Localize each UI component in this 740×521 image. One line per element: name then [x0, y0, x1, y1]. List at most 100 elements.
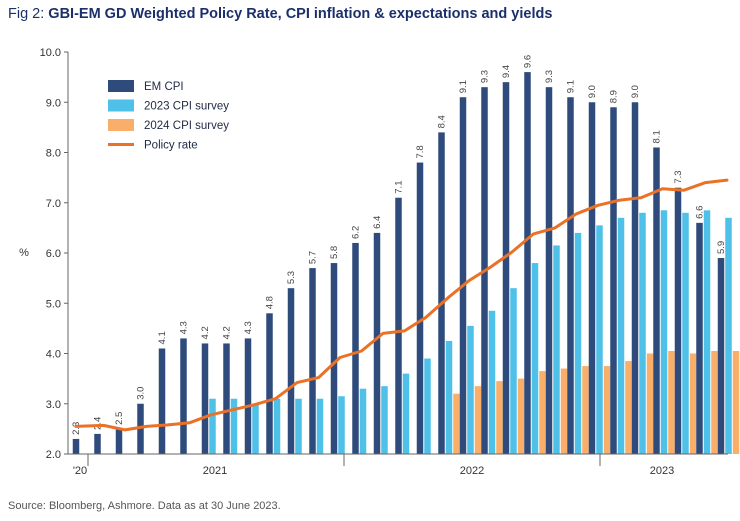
cpi-2024-survey-bar: [582, 366, 589, 454]
legend-policy-rate-label: Policy rate: [144, 140, 198, 152]
em-cpi-value-label: 9.3: [480, 70, 491, 83]
em-cpi-bar: [287, 288, 295, 454]
source-note: Source: Bloomberg, Ashmore. Data as at 3…: [8, 500, 281, 512]
cpi-2023-survey-bar: [574, 232, 582, 454]
em-cpi-bar: [330, 263, 338, 454]
em-cpi-bar: [438, 132, 445, 454]
y-axis-label: %: [19, 247, 29, 259]
cpi-2024-survey-bar: [625, 361, 632, 454]
y-tick-label: 8.0: [46, 148, 61, 160]
em-cpi-value-label: 5.7: [308, 251, 319, 264]
cpi-2024-survey-bar: [474, 386, 482, 454]
cpi-2023-survey-bar: [424, 358, 431, 454]
em-cpi-value-label: 5.8: [329, 246, 340, 259]
cpi-2023-survey-bar: [381, 386, 388, 454]
legend-2024-cpi-survey-swatch: [108, 119, 134, 131]
x-year-label: '20: [73, 465, 87, 477]
cpi-2023-survey-bar: [682, 212, 689, 454]
em-cpi-bar: [373, 232, 381, 454]
em-cpi-value-label: 6.6: [695, 206, 706, 219]
em-cpi-value-label: 8.1: [652, 130, 663, 143]
cpi-2023-survey-bar: [402, 373, 410, 454]
em-cpi-value-label: 7.3: [673, 170, 684, 183]
em-cpi-bar: [545, 87, 553, 455]
em-cpi-value-label: 9.0: [587, 85, 598, 98]
em-cpi-bar: [588, 102, 596, 454]
em-cpi-value-label: 8.4: [437, 115, 448, 128]
cpi-2023-survey-bar: [531, 263, 539, 454]
em-cpi-value-label: 9.6: [523, 55, 534, 68]
cpi-2023-survey-bar: [488, 310, 496, 454]
cpi-2023-survey-bar: [316, 398, 324, 454]
em-cpi-value-label: 7.1: [394, 181, 405, 194]
cpi-2024-survey-bar: [668, 350, 675, 454]
em-cpi-bar: [244, 338, 252, 454]
em-cpi-bar: [94, 433, 101, 454]
cpi-2023-survey-bar: [295, 398, 302, 454]
cpi-2023-survey-bar: [445, 340, 453, 454]
chart-area: 2.3 2.4 2.5 3.0 4.1 4.3 4.2 4.2 4.3 4.8 5.3 5.7 5.8 6…: [19, 47, 740, 477]
cpi-2023-survey-bar: [359, 388, 367, 454]
em-cpi-value-label: 4.1: [157, 331, 168, 344]
em-cpi-bar: [352, 242, 359, 454]
cpi-2024-survey-bar: [646, 353, 654, 454]
x-year-label: 2021: [203, 465, 227, 477]
cpi-2023-survey-bar: [553, 245, 560, 454]
em-cpi-bar: [567, 97, 574, 454]
value-labels-layer: 2.3 2.4 2.5 3.0 4.1 4.3 4.2 4.2 4.3 4.8 5.3 5.7 5.8 6…: [71, 55, 727, 435]
cpi-2024-survey-bar: [539, 371, 546, 454]
y-tick-label: 6.0: [46, 248, 61, 260]
chart-title: Fig 2: GBI-EM GD Weighted Policy Rate, C…: [8, 6, 552, 22]
cpi-2023-survey-bar: [617, 217, 625, 454]
cpi-2023-survey-bar: [596, 225, 603, 454]
y-tick-label: 7.0: [46, 198, 61, 210]
y-tick-label: 5.0: [46, 298, 61, 310]
legend: EM CPI 2023 CPI survey 2024 CPI survey Poli…: [108, 80, 229, 152]
em-cpi-bar: [610, 107, 617, 455]
legend-2023-cpi-survey-label: 2023 CPI survey: [144, 101, 229, 113]
em-cpi-bar: [502, 82, 510, 455]
em-cpi-bar: [201, 343, 209, 454]
bars-layer: [72, 72, 740, 455]
em-cpi-bar: [717, 258, 725, 454]
em-cpi-value-label: 9.0: [630, 85, 641, 98]
cpi-2023-survey-bar: [252, 403, 259, 454]
em-cpi-value-label: 5.9: [716, 241, 727, 254]
em-cpi-value-label: 3.0: [136, 387, 147, 400]
policy-rate-line: [74, 178, 729, 432]
em-cpi-value-label: 9.1: [566, 80, 577, 93]
em-cpi-value-label: 2.5: [114, 412, 125, 425]
em-cpi-value-label: 8.9: [609, 90, 620, 103]
axes-layer: 2.0 3.0 4.0 5.0 6.0 7.0 8.0 9.0 10.0% '20 2021 2022…: [19, 47, 728, 477]
em-cpi-bar: [115, 428, 123, 454]
em-cpi-value-label: 4.3: [243, 321, 254, 334]
cpi-2023-survey-bar: [639, 212, 646, 454]
em-cpi-value-label: 2.4: [93, 417, 104, 430]
policy-line-layer: [74, 178, 729, 432]
em-cpi-bar: [696, 222, 703, 454]
em-cpi-bar: [158, 348, 166, 454]
legend-2023-cpi-survey-swatch: [108, 99, 134, 112]
x-year-label: 2023: [650, 465, 674, 477]
cpi-2024-survey-bar: [732, 350, 740, 454]
em-cpi-value-label: 9.4: [501, 65, 512, 78]
cpi-2024-survey-bar: [689, 353, 697, 454]
chart-title-text: GBI-EM GD Weighted Policy Rate, CPI infl…: [48, 6, 553, 22]
em-cpi-value-label: 7.8: [415, 145, 426, 158]
cpi-2024-survey-bar: [453, 393, 460, 454]
em-cpi-bar: [266, 313, 273, 454]
em-cpi-bar: [524, 72, 531, 454]
y-tick-label: 2.0: [46, 449, 61, 461]
cpi-2023-survey-bar: [273, 398, 281, 454]
em-cpi-bar: [180, 338, 187, 454]
em-cpi-bar: [395, 197, 402, 454]
em-cpi-bar: [653, 147, 660, 454]
cpi-2023-survey-bar: [338, 396, 345, 454]
em-cpi-bar: [416, 162, 424, 455]
legend-em-cpi-label: EM CPI: [144, 81, 184, 93]
cpi-2023-survey-bar: [703, 210, 711, 454]
cpi-2023-survey-bar: [725, 217, 732, 454]
cpi-2024-survey-bar: [560, 368, 568, 454]
em-cpi-bar: [309, 268, 316, 454]
em-cpi-value-label: 4.3: [179, 321, 190, 334]
